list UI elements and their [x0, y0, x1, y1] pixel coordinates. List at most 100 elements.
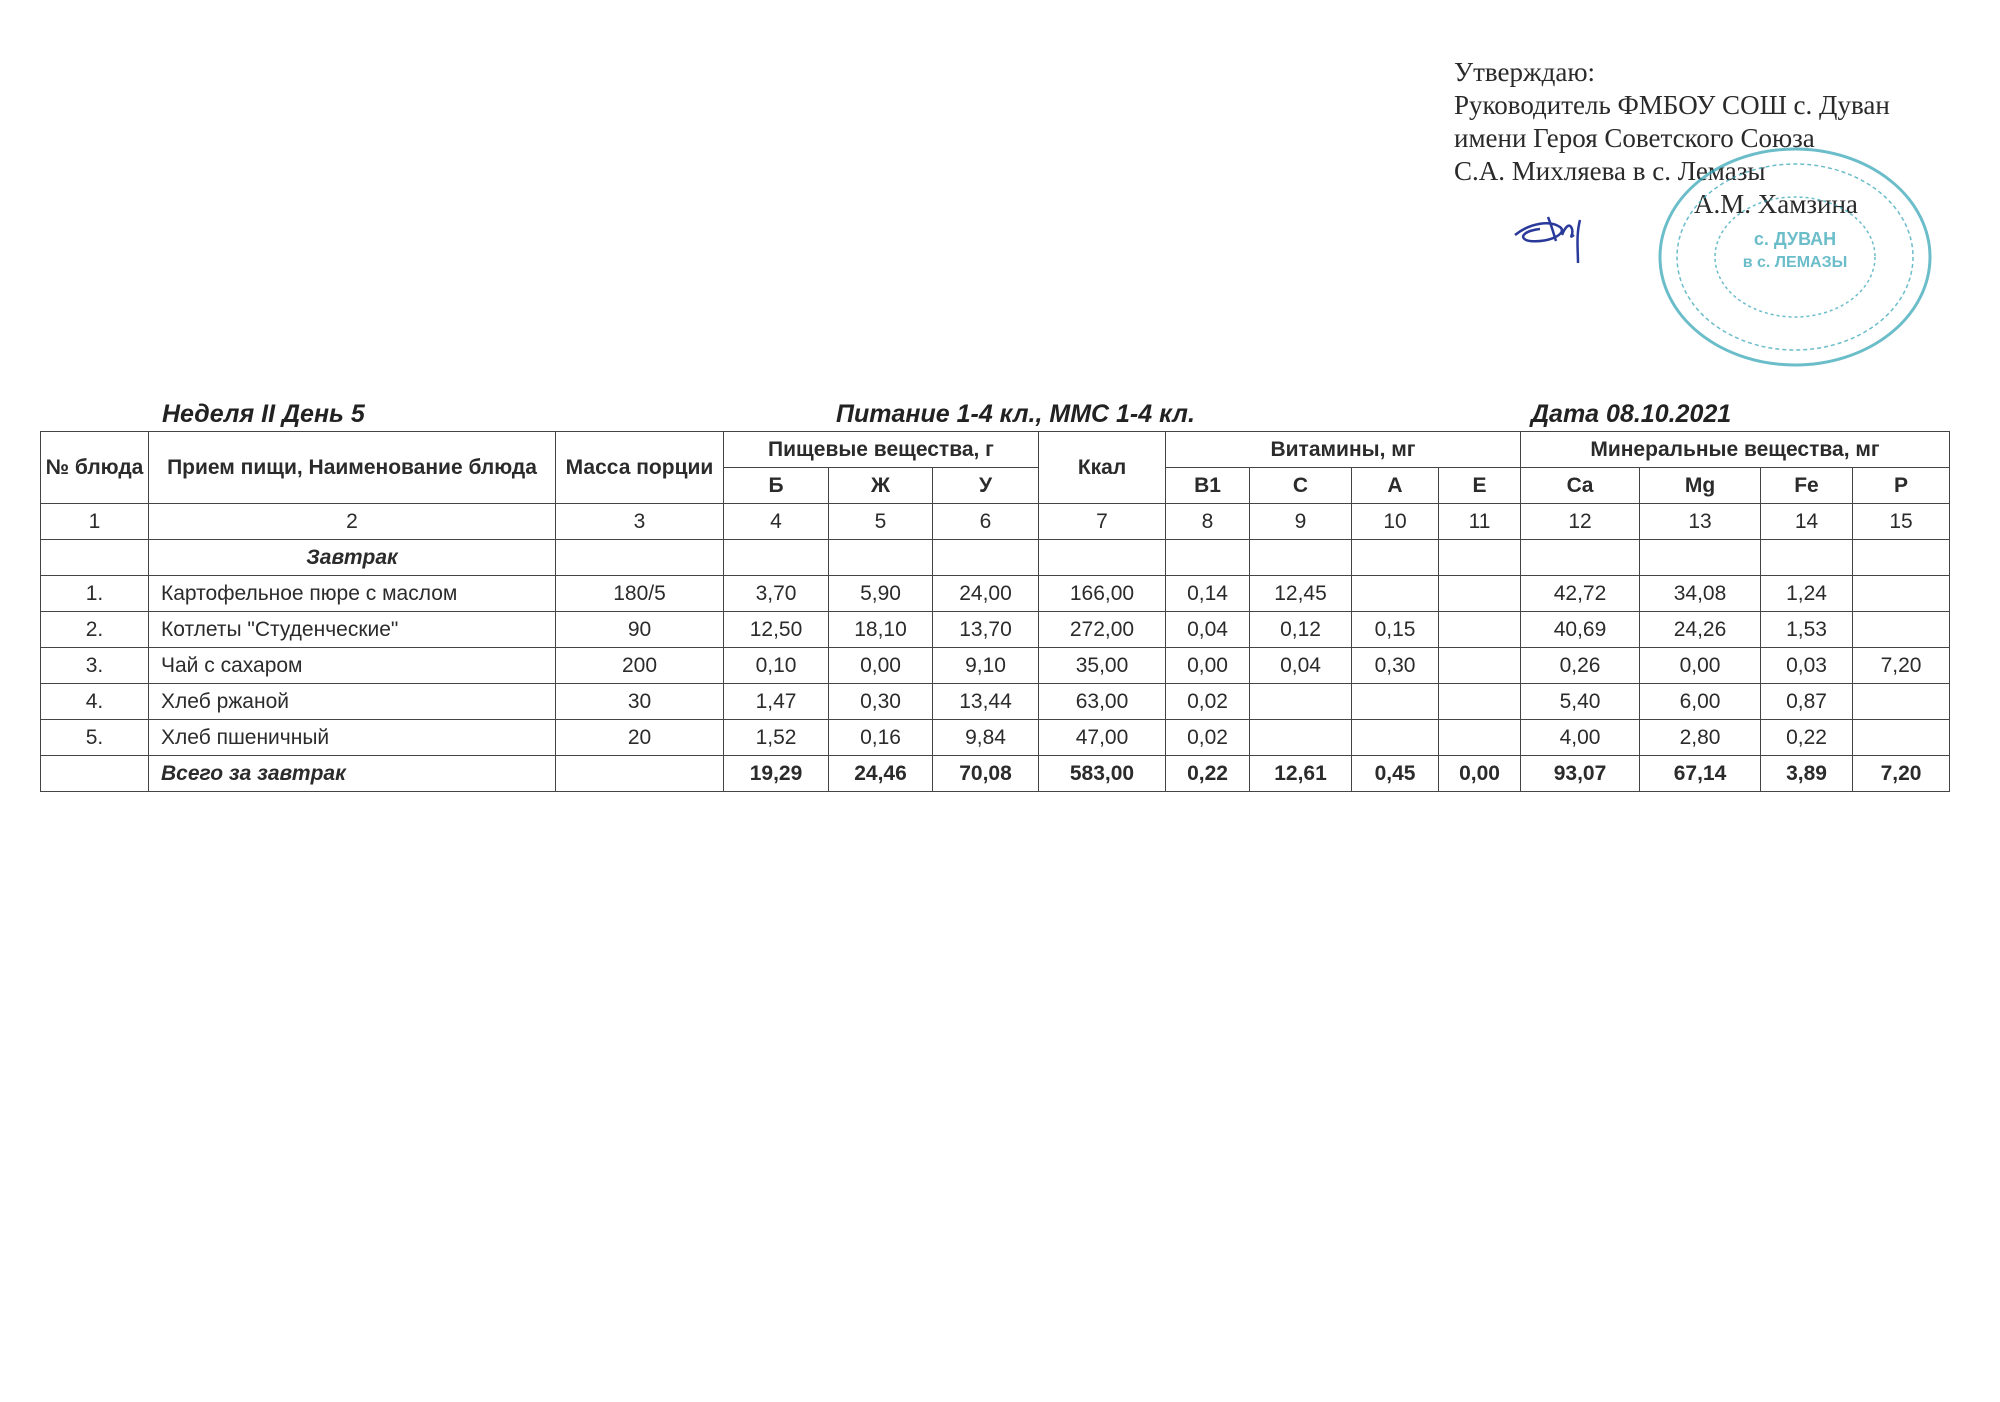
column-numbers-row: 1 2 3 4 5 6 7 8 9 10 11 12 13 14 15 — [40, 503, 1951, 540]
table-cell — [1249, 683, 1352, 720]
table-cell: 35,00 — [1038, 647, 1166, 684]
table-cell — [932, 539, 1039, 576]
table-cell: 4,00 — [1520, 719, 1640, 756]
table-cell: 7,20 — [1851, 755, 1951, 792]
table-cell: 70,08 — [932, 755, 1039, 792]
table-cell — [555, 539, 724, 576]
table-cell — [1438, 719, 1521, 756]
table-cell — [1438, 611, 1521, 648]
table-cell: 0,00 — [1639, 647, 1761, 684]
table-cell — [40, 539, 149, 576]
subheader-cell: C — [1249, 467, 1352, 504]
table-cell: 0,22 — [1165, 755, 1250, 792]
nutrition-title: Питание 1-4 кл., ММС 1-4 кл. — [836, 400, 1195, 428]
table-cell: 0,00 — [828, 647, 933, 684]
table-cell — [1760, 539, 1853, 576]
table-cell: 8 — [1165, 503, 1250, 540]
table-row: 5. Хлеб пшеничный 20 1,52 0,16 9,84 47,00 0,02 4… — [40, 719, 1951, 756]
table-row: 1. Картофельное пюре с маслом 180/5 3,70 5,9… — [40, 575, 1951, 612]
table-cell: 0,04 — [1249, 647, 1352, 684]
subheader-cell: Fe — [1760, 467, 1853, 504]
section-row: Завтрак — [40, 539, 1951, 576]
table-cell: 1. — [40, 575, 149, 612]
table-cell: 4. — [40, 683, 149, 720]
table-cell: 200 — [555, 647, 724, 684]
table-cell: 40,69 — [1520, 611, 1640, 648]
table-cell — [1038, 539, 1166, 576]
table-cell: 0,14 — [1165, 575, 1250, 612]
table-cell: 0,02 — [1165, 719, 1250, 756]
table-cell: 20 — [555, 719, 724, 756]
table-cell: Хлеб ржаной — [148, 683, 556, 720]
menu-table: № блюда Прием пищи, Наименование блюда М… — [40, 431, 1951, 792]
table-cell: 3,89 — [1760, 755, 1853, 792]
table-cell — [1351, 683, 1439, 720]
table-cell: 30 — [555, 683, 724, 720]
svg-text:с. ДУВАН: с. ДУВАН — [1754, 229, 1836, 249]
table-cell — [1438, 539, 1521, 576]
table-cell: 1,47 — [723, 683, 829, 720]
week-day-title: Неделя II День 5 — [162, 400, 365, 428]
table-row: 2. Котлеты "Студенческие" 90 12,50 18,10 13,7… — [40, 611, 1951, 648]
table-cell: Всего за завтрак — [148, 755, 556, 792]
table-cell — [1249, 539, 1352, 576]
table-cell — [40, 755, 149, 792]
table-cell: 0,10 — [723, 647, 829, 684]
table-cell: 24,26 — [1639, 611, 1761, 648]
total-row: Всего за завтрак 19,29 24,46 70,08 583,00 0,2… — [40, 755, 1951, 792]
table-cell — [555, 755, 724, 792]
table-cell: 24,46 — [828, 755, 933, 792]
table-row: 3. Чай с сахаром 200 0,10 0,00 9,10 35,00 0,00 0… — [40, 647, 1951, 684]
table-cell: 42,72 — [1520, 575, 1640, 612]
table-cell: 12,61 — [1249, 755, 1352, 792]
table-cell: 0,30 — [1351, 647, 1439, 684]
subheader-cell: Б — [723, 467, 829, 504]
stamp-seal: с. ДУВАН в с. ЛЕМАЗЫ — [1658, 147, 1932, 367]
header-num: № блюда — [40, 431, 149, 504]
table-cell: 0,22 — [1760, 719, 1853, 756]
table-cell: 583,00 — [1038, 755, 1166, 792]
table-cell: 272,00 — [1038, 611, 1166, 648]
table-cell: 0,00 — [1438, 755, 1521, 792]
table-cell: 0,45 — [1351, 755, 1439, 792]
table-cell: 12,50 — [723, 611, 829, 648]
subheader-cell: Mg — [1639, 467, 1761, 504]
table-cell: 7 — [1038, 503, 1166, 540]
table-cell: 9,84 — [932, 719, 1039, 756]
table-cell — [1639, 539, 1761, 576]
table-cell — [1851, 611, 1951, 648]
subheader-cell: A — [1351, 467, 1439, 504]
header-nutrients: Пищевые вещества, г — [723, 431, 1039, 468]
table-cell: 10 — [1351, 503, 1439, 540]
table-cell — [1351, 719, 1439, 756]
table-cell: 2. — [40, 611, 149, 648]
subheader-cell: P — [1851, 467, 1951, 504]
table-cell: 1,24 — [1760, 575, 1853, 612]
table-cell: 12,45 — [1249, 575, 1352, 612]
approval-line: Руководитель ФМБОУ СОШ с. Дуван — [1454, 90, 1890, 120]
table-cell — [1851, 539, 1951, 576]
table-cell — [1438, 683, 1521, 720]
table-cell: 5. — [40, 719, 149, 756]
table-cell: 0,16 — [828, 719, 933, 756]
table-cell: 11 — [1438, 503, 1521, 540]
table-cell: Котлеты "Студенческие" — [148, 611, 556, 648]
header-name: Прием пищи, Наименование блюда — [148, 431, 556, 504]
table-cell: 13 — [1639, 503, 1761, 540]
table-cell: 1,53 — [1760, 611, 1853, 648]
subheader-cell: У — [932, 467, 1039, 504]
table-cell: 5,40 — [1520, 683, 1640, 720]
table-cell: 14 — [1760, 503, 1853, 540]
table-cell: 63,00 — [1038, 683, 1166, 720]
table-cell: 0,26 — [1520, 647, 1640, 684]
table-row: 4. Хлеб ржаной 30 1,47 0,30 13,44 63,00 0,02 5,4… — [40, 683, 1951, 720]
table-cell — [1249, 719, 1352, 756]
table-cell — [723, 539, 829, 576]
table-cell: 12 — [1520, 503, 1640, 540]
table-cell: 0,30 — [828, 683, 933, 720]
table-cell: Чай с сахаром — [148, 647, 556, 684]
svg-text:в с. ЛЕМАЗЫ: в с. ЛЕМАЗЫ — [1743, 254, 1848, 271]
table-cell: 34,08 — [1639, 575, 1761, 612]
table-cell: 1,52 — [723, 719, 829, 756]
table-cell: 3 — [555, 503, 724, 540]
